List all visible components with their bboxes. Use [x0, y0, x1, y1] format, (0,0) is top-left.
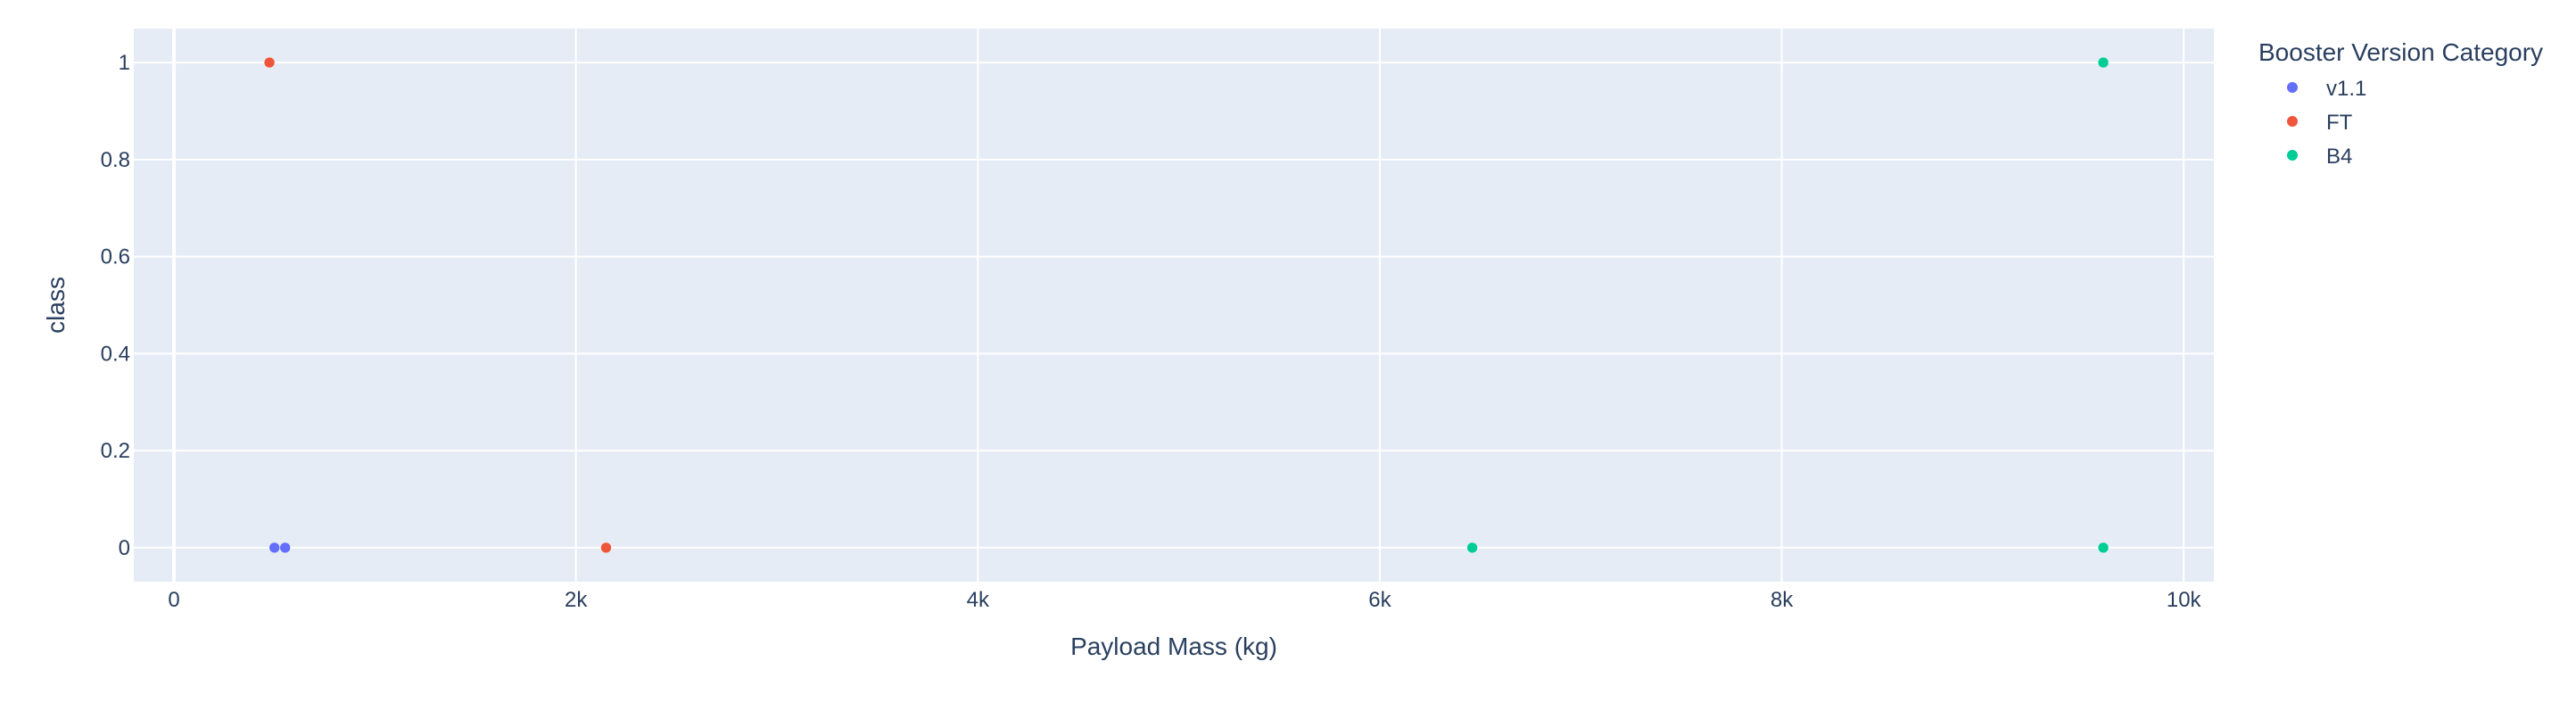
data-point: [1466, 542, 1478, 554]
x-tick-label: 4k: [967, 588, 990, 612]
x-tick-label: 8k: [1771, 588, 1794, 612]
x-tick-label: 2k: [565, 588, 588, 612]
y-tick-labels: 0 0.2 0.4 0.6 0.8 1: [101, 51, 130, 560]
data-point: [279, 542, 291, 554]
legend-item-label: v1.1: [2326, 77, 2366, 101]
data-point: [263, 56, 276, 69]
x-tick-label: 6k: [1368, 588, 1391, 612]
data-point: [2097, 542, 2110, 554]
legend-marker: [2287, 116, 2298, 127]
x-tick-labels: 0 2k 4k 6k 8k 10k: [168, 588, 2201, 612]
y-gridlines: [134, 62, 2214, 549]
plot-background: [134, 29, 2214, 582]
legend-item-label: FT: [2326, 111, 2353, 135]
data-point: [600, 542, 612, 554]
x-axis-title: Payload Mass (kg): [1070, 633, 1277, 660]
x-gridlines: [172, 29, 2185, 582]
y-tick-label: 0: [119, 536, 130, 560]
legend: Booster Version Category v1.1 FT B4: [2258, 38, 2543, 169]
data-points: [263, 56, 2110, 554]
y-tick-label: 1: [119, 51, 130, 75]
y-tick-label: 0.4: [101, 342, 130, 366]
legend-marker: [2287, 150, 2298, 161]
legend-title: Booster Version Category: [2258, 38, 2543, 66]
legend-item-label: B4: [2326, 145, 2352, 169]
y-tick-label: 0.2: [101, 439, 130, 463]
legend-items: v1.1 FT B4: [2287, 77, 2366, 169]
x-tick-label: 0: [168, 588, 179, 612]
y-tick-label: 0.8: [101, 148, 130, 172]
x-tick-label: 10k: [2167, 588, 2202, 612]
data-point: [2097, 56, 2110, 69]
y-tick-label: 0.6: [101, 245, 130, 269]
legend-marker: [2287, 82, 2298, 93]
data-point: [268, 542, 280, 554]
y-axis-title: class: [42, 277, 70, 334]
